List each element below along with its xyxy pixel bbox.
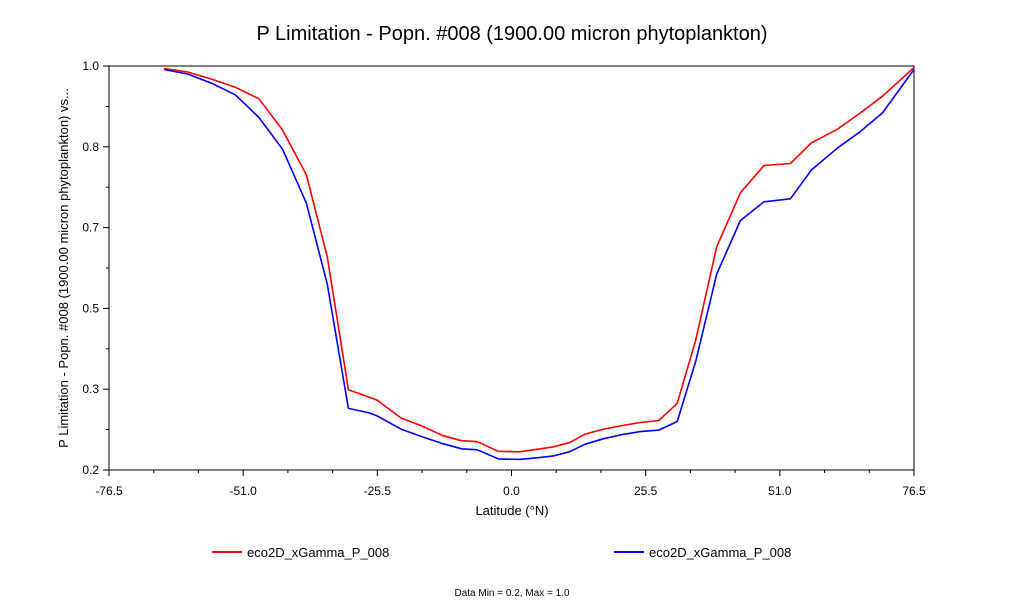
legend-label-blue: eco2D_xGamma_P_008 [649, 545, 791, 560]
x-tick-label: -76.5 [95, 484, 123, 498]
series-line-red [164, 66, 915, 453]
series-line-blue [164, 68, 915, 461]
chart-title: P Limitation - Popn. #008 (1900.00 micro… [256, 23, 767, 45]
x-tick-label: 51.0 [768, 484, 792, 498]
legend: eco2D_xGamma_P_008 eco2D_xGamma_P_008 [212, 545, 791, 560]
y-tick-label: 0.5 [82, 301, 99, 315]
x-axis: -76.5 -51.0 -25.5 0.0 25.5 51.0 76.5 [95, 470, 926, 498]
x-tick-label: -25.5 [364, 484, 392, 498]
series-layer [164, 66, 915, 461]
y-tick-label: 0.2 [82, 463, 99, 477]
legend-label-red: eco2D_xGamma_P_008 [247, 545, 389, 560]
data-range-footnote: Data Min = 0.2, Max = 1.0 [454, 588, 569, 599]
plot-area [108, 65, 915, 471]
y-tick-label: 0.3 [82, 382, 99, 396]
y-tick-label: 1.0 [82, 59, 99, 73]
y-tick-label: 0.8 [82, 140, 99, 154]
y-axis: 0.2 0.3 0.5 0.7 0.8 1.0 [82, 59, 109, 477]
y-axis-label: P Limitation - Popn. #008 (1900.00 micro… [56, 88, 71, 448]
y-tick-label: 0.7 [82, 221, 99, 235]
x-tick-label: 0.0 [503, 484, 520, 498]
x-tick-label: 76.5 [902, 484, 926, 498]
x-tick-label: 25.5 [634, 484, 658, 498]
x-axis-label: Latitude (°N) [475, 503, 548, 518]
x-tick-label: -51.0 [229, 484, 257, 498]
